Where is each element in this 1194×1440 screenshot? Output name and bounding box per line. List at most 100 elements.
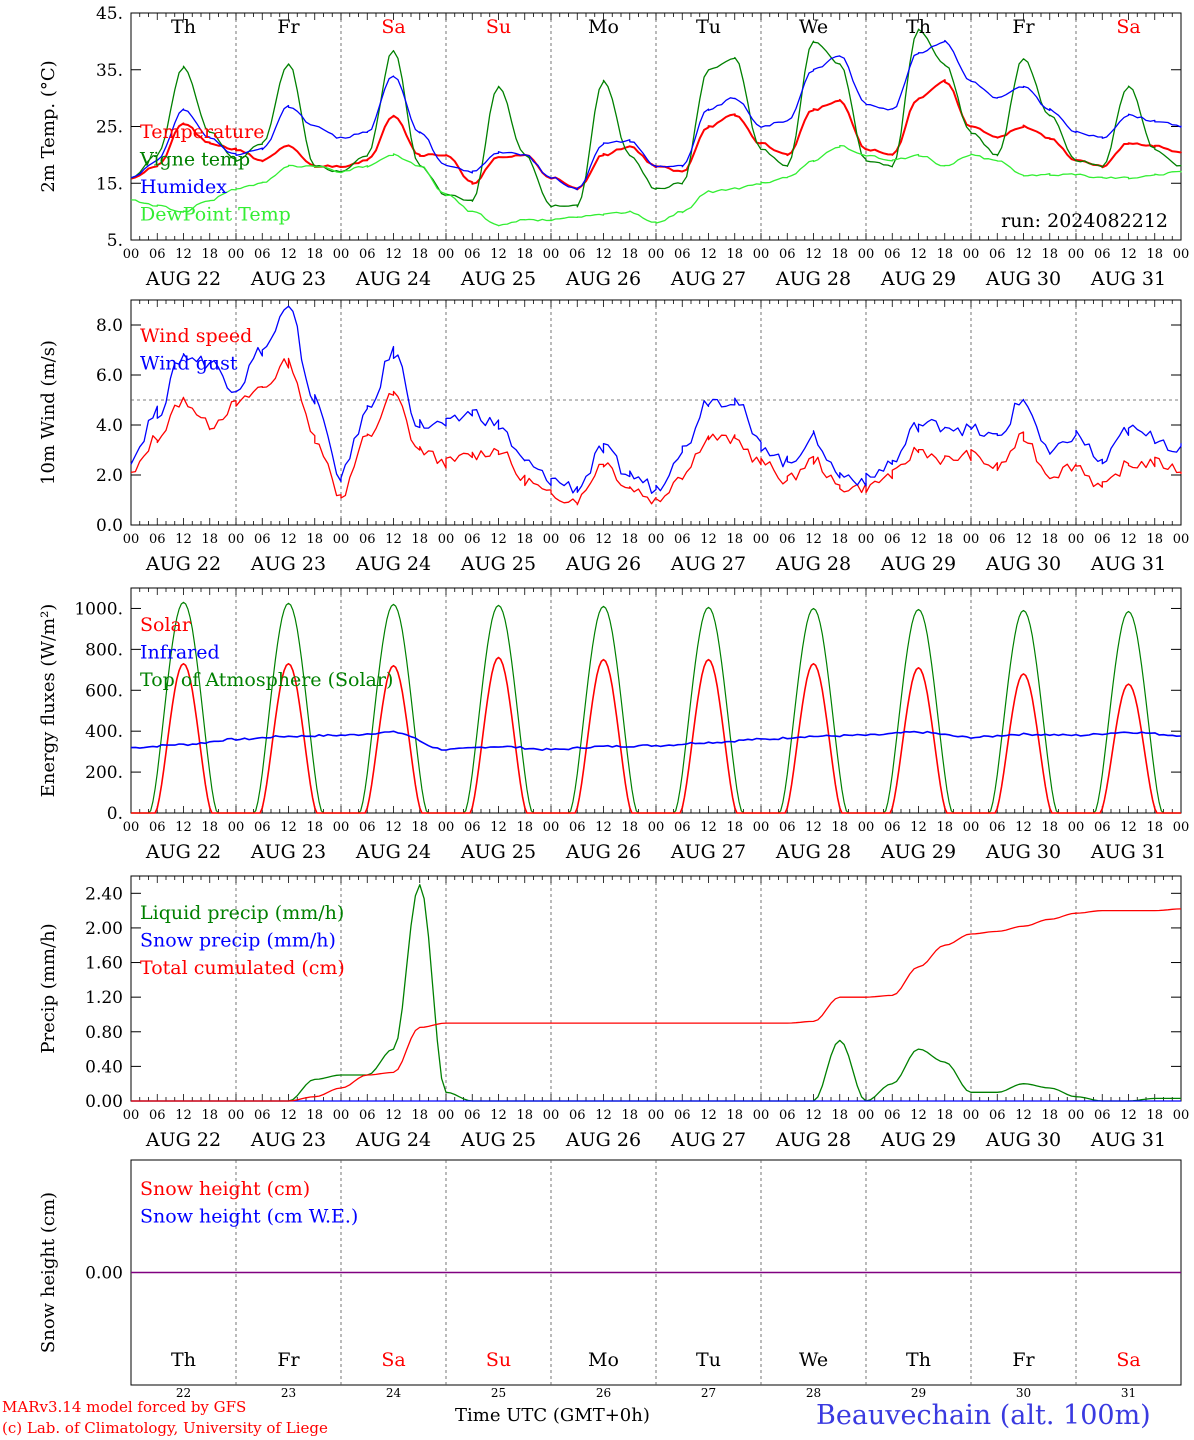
hour-tick-label: 18	[411, 532, 428, 547]
weekday-label: Tu	[696, 16, 721, 38]
date-label: AUG 24	[355, 268, 431, 290]
hour-tick-label: 00	[1173, 247, 1190, 262]
y-tick-label: 4.0	[96, 416, 123, 436]
hour-tick-label: 12	[595, 532, 612, 547]
legend-entry: DewPoint Temp	[140, 204, 291, 226]
hour-tick-label: 12	[595, 1108, 612, 1123]
hour-tick-label: 18	[306, 532, 323, 547]
hour-tick-label: 06	[359, 820, 376, 835]
hour-tick-label: 12	[910, 532, 927, 547]
legend-entry: Total cumulated (cm)	[140, 957, 345, 979]
series-infrared	[130, 730, 1182, 752]
legend-entry: Humidex	[140, 176, 227, 198]
hour-tick-label: 18	[1041, 532, 1058, 547]
date-label: AUG 27	[670, 553, 746, 575]
hour-tick-label: 18	[726, 1108, 743, 1123]
hour-tick-label: 06	[569, 1108, 586, 1123]
hour-tick-label: 00	[1068, 1108, 1085, 1123]
weekday-label-bottom: Tu	[696, 1349, 721, 1371]
hour-tick-label: 00	[1068, 820, 1085, 835]
hour-tick-label: 12	[700, 532, 717, 547]
hour-tick-label: 18	[1146, 247, 1163, 262]
hour-tick-label: 18	[411, 1108, 428, 1123]
x-axis-title: Time UTC (GMT+0h)	[455, 1405, 650, 1426]
y-tick-label: 8.0	[96, 316, 123, 336]
hour-tick-label: 00	[1068, 247, 1085, 262]
day-number-label: 30	[1016, 1386, 1031, 1400]
hour-tick-label: 00	[648, 532, 665, 547]
date-label: AUG 30	[985, 841, 1061, 863]
day-number-label: 27	[701, 1386, 716, 1400]
weekday-label-bottom: Su	[486, 1349, 511, 1371]
date-label: AUG 30	[985, 553, 1061, 575]
hour-tick-label: 06	[359, 247, 376, 262]
date-label: AUG 25	[460, 1129, 536, 1151]
date-label: AUG 22	[145, 553, 221, 575]
date-label: AUG 31	[1090, 268, 1166, 290]
hour-tick-label: 00	[963, 247, 980, 262]
hour-tick-label: 18	[936, 820, 953, 835]
hour-tick-label: 00	[333, 1108, 350, 1123]
hour-tick-label: 12	[700, 247, 717, 262]
panel-4: 0.00 0.40 0.80 1.20 1.60 2.00 2.40 Precip (mm/h…	[38, 875, 1189, 1151]
hour-tick-label: 06	[464, 247, 481, 262]
hour-tick-label: 06	[989, 532, 1006, 547]
day-number-label: 25	[491, 1386, 506, 1400]
date-label: AUG 30	[985, 268, 1061, 290]
weekday-label: Th	[171, 16, 196, 38]
hour-tick-label: 00	[543, 247, 560, 262]
hour-tick-label: 00	[753, 247, 770, 262]
y-tick-label: 2.40	[85, 884, 123, 904]
weekday-label: Su	[486, 16, 511, 38]
hour-tick-label: 06	[989, 820, 1006, 835]
hour-tick-label: 12	[805, 1108, 822, 1123]
weekday-label-bottom: Th	[171, 1349, 196, 1371]
y-axis-label: Energy fluxes (W/m²)	[38, 604, 59, 798]
hour-tick-label: 06	[674, 820, 691, 835]
series-total-cumulated-cm-	[131, 908, 1182, 1102]
hour-tick-label: 00	[753, 820, 770, 835]
panel-3: 0. 200. 400. 600. 800. 1000. Energy fluxes (W/…	[38, 587, 1189, 863]
hour-tick-label: 12	[1120, 1108, 1137, 1123]
hour-tick-label: 18	[516, 820, 533, 835]
hour-tick-label: 18	[306, 1108, 323, 1123]
hour-tick-label: 12	[175, 532, 192, 547]
hour-tick-label: 18	[306, 820, 323, 835]
hour-tick-label: 06	[779, 820, 796, 835]
hour-tick-label: 12	[595, 820, 612, 835]
hour-tick-label: 12	[910, 1108, 927, 1123]
hour-tick-label: 00	[228, 532, 245, 547]
hour-tick-label: 06	[989, 1108, 1006, 1123]
hour-tick-label: 06	[779, 532, 796, 547]
weekday-label-bottom: Mo	[588, 1349, 619, 1371]
y-tick-label: 0.80	[85, 1023, 123, 1043]
hour-tick-label: 18	[1041, 247, 1058, 262]
weekday-label-bottom: Sa	[1116, 1349, 1140, 1371]
y-tick-label: 0.0	[96, 516, 123, 536]
hour-tick-label: 12	[805, 820, 822, 835]
legend-entry: Infrared	[140, 642, 220, 664]
date-label: AUG 26	[565, 841, 641, 863]
hour-tick-label: 18	[201, 247, 218, 262]
y-tick-label: 1000.	[74, 599, 123, 619]
date-label: AUG 28	[775, 553, 851, 575]
date-label: AUG 29	[880, 553, 956, 575]
hour-tick-label: 18	[411, 247, 428, 262]
hour-tick-label: 06	[149, 247, 166, 262]
hour-tick-label: 00	[228, 247, 245, 262]
hour-tick-label: 00	[963, 1108, 980, 1123]
hour-tick-label: 06	[254, 1108, 271, 1123]
hour-tick-label: 18	[201, 1108, 218, 1123]
day-number-label: 31	[1121, 1386, 1136, 1400]
hour-tick-label: 12	[1015, 1108, 1032, 1123]
day-number-label: 29	[911, 1386, 926, 1400]
hour-tick-label: 12	[1120, 532, 1137, 547]
panel-5: 0.00 Snow height (cm) Snow height (cm) Snow…	[38, 1159, 1182, 1386]
hour-tick-label: 06	[884, 1108, 901, 1123]
hour-tick-label: 18	[936, 247, 953, 262]
day-number-label: 23	[281, 1386, 296, 1400]
legend-entry: Wind speed	[140, 325, 252, 347]
weekday-label-bottom: Fr	[277, 1349, 300, 1371]
weekday-label: Th	[906, 16, 931, 38]
hour-tick-label: 06	[884, 532, 901, 547]
